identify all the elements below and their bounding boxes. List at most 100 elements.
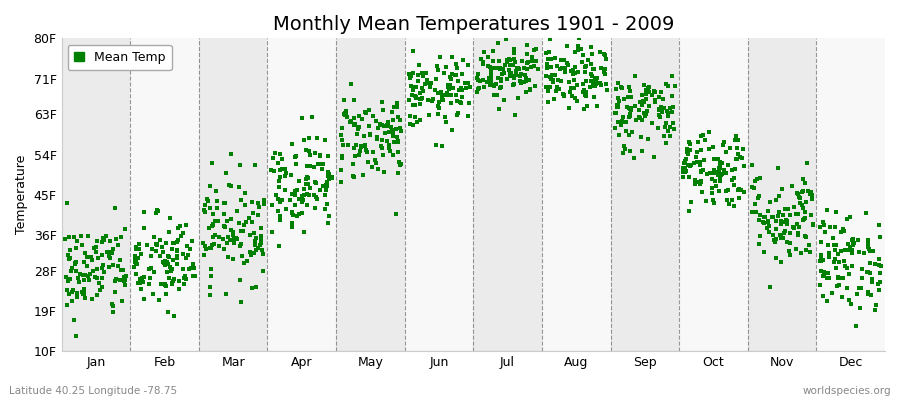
Point: [413, 95, 428, 102]
Point: [666, 120, 680, 126]
Point: [320, 201, 335, 207]
Point: [216, 223, 230, 229]
Point: [78, 295, 93, 302]
Point: [690, 159, 705, 165]
Point: [265, 202, 279, 208]
Point: [271, 196, 285, 202]
Point: [656, 105, 670, 111]
Point: [769, 254, 783, 261]
Point: [422, 80, 436, 86]
Point: [352, 152, 366, 158]
Point: [234, 197, 248, 203]
Point: [209, 188, 223, 194]
Point: [477, 84, 491, 90]
Point: [762, 223, 777, 229]
Point: [286, 211, 301, 218]
Point: [521, 76, 535, 83]
Point: [829, 209, 843, 215]
Point: [220, 240, 234, 246]
Point: [840, 216, 854, 222]
Point: [678, 158, 692, 164]
Point: [170, 224, 184, 231]
Point: [162, 275, 176, 281]
Point: [94, 239, 109, 246]
Point: [587, 94, 601, 100]
Point: [541, 88, 555, 94]
Point: [539, 50, 554, 57]
Point: [174, 232, 188, 239]
Point: [567, 77, 581, 84]
Point: [450, 110, 464, 116]
Point: [766, 214, 780, 220]
Point: [347, 152, 362, 159]
Point: [612, 132, 626, 138]
Point: [248, 242, 262, 248]
Point: [205, 234, 220, 240]
Point: [570, 98, 584, 104]
Point: [752, 217, 767, 223]
Point: [560, 59, 574, 66]
Point: [634, 98, 649, 105]
Point: [564, 93, 579, 99]
Point: [561, 62, 575, 68]
Point: [153, 237, 167, 244]
Point: [409, 84, 423, 90]
Point: [297, 229, 311, 236]
Point: [390, 104, 404, 110]
Point: [58, 236, 73, 242]
Point: [272, 243, 286, 250]
Point: [485, 48, 500, 54]
Point: [639, 87, 653, 93]
Point: [94, 252, 109, 258]
Point: [583, 71, 598, 77]
Point: [760, 218, 775, 225]
Point: [707, 156, 722, 162]
Point: [769, 197, 783, 203]
Point: [682, 141, 697, 148]
Point: [358, 142, 373, 149]
Point: [547, 72, 562, 78]
Point: [172, 286, 186, 292]
Point: [758, 214, 772, 220]
Point: [448, 72, 463, 78]
Point: [854, 285, 868, 291]
Point: [350, 130, 365, 137]
Point: [274, 166, 289, 172]
Point: [822, 275, 836, 282]
Point: [432, 104, 446, 111]
Point: [476, 61, 491, 67]
Point: [390, 134, 404, 140]
Point: [814, 282, 828, 288]
Point: [638, 96, 652, 102]
Point: [433, 54, 447, 60]
Point: [746, 184, 760, 191]
Point: [837, 228, 851, 234]
Point: [554, 78, 568, 84]
Point: [652, 112, 666, 118]
Point: [65, 289, 79, 295]
Point: [219, 291, 233, 297]
Point: [751, 195, 765, 202]
Point: [664, 72, 679, 79]
Point: [552, 86, 566, 92]
Point: [297, 186, 311, 192]
Point: [288, 202, 302, 208]
Point: [568, 94, 582, 101]
Point: [104, 301, 119, 308]
Point: [445, 127, 459, 133]
Point: [250, 212, 265, 218]
Point: [617, 119, 632, 126]
Point: [547, 55, 562, 62]
Point: [443, 74, 457, 80]
Point: [243, 252, 257, 258]
Point: [616, 150, 631, 156]
Point: [248, 284, 263, 290]
Point: [114, 298, 129, 304]
Point: [274, 156, 289, 162]
Point: [410, 72, 425, 79]
Point: [791, 211, 806, 218]
Point: [640, 108, 654, 115]
Point: [355, 116, 369, 122]
Point: [386, 152, 400, 159]
Point: [307, 179, 321, 186]
